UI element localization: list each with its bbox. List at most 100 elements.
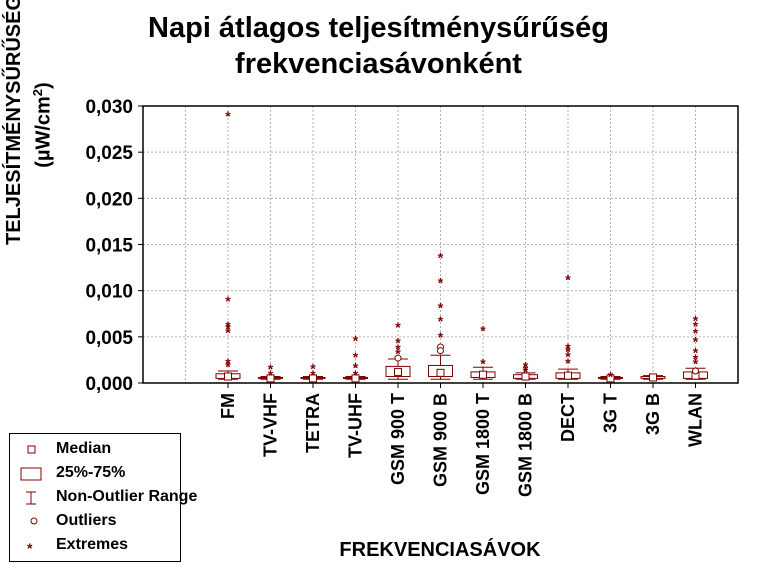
extreme-point: * bbox=[353, 349, 359, 365]
y-axis-label-line2: (µW/cm2) bbox=[26, 5, 56, 245]
extreme-point: * bbox=[693, 312, 699, 328]
y-tick-label: 0,025 bbox=[85, 143, 133, 164]
y-axis-unit-close: ) bbox=[32, 82, 55, 89]
extreme-point: * bbox=[268, 361, 274, 377]
x-tick-label: GSM 1800 T bbox=[473, 393, 493, 495]
extreme-point: * bbox=[565, 355, 571, 371]
median-marker bbox=[606, 374, 615, 383]
box-plot-7: ** bbox=[470, 322, 496, 380]
chart-title-line2: frekvenciasávonként bbox=[235, 48, 522, 80]
extreme-point: * bbox=[438, 274, 444, 290]
extreme-point: * bbox=[438, 250, 444, 266]
extreme-point: * bbox=[608, 369, 614, 385]
y-axis-label-line1: TELJESÍTMÉNYSŰRŰSÉG bbox=[3, 0, 25, 245]
extreme-point: * bbox=[310, 360, 316, 376]
extreme-point: * bbox=[353, 367, 359, 383]
extreme-point: * bbox=[268, 367, 274, 383]
x-tick-label: WLAN bbox=[686, 393, 706, 447]
extreme-point: * bbox=[353, 333, 359, 349]
median-marker bbox=[649, 373, 657, 382]
median-marker bbox=[224, 372, 232, 381]
extreme-point: * bbox=[225, 355, 231, 371]
outlier-point bbox=[394, 354, 402, 362]
box-plot-2: ** bbox=[258, 361, 283, 383]
median-marker bbox=[351, 374, 360, 383]
x-tick-label: GSM 1800 B bbox=[516, 393, 536, 497]
extreme-point: * bbox=[693, 351, 699, 367]
extreme-point: * bbox=[693, 356, 699, 372]
extreme-point: * bbox=[438, 329, 444, 345]
extreme-point: * bbox=[395, 346, 401, 362]
extreme-point: * bbox=[480, 356, 486, 372]
legend-label-box: 25%-75% bbox=[56, 464, 126, 481]
extreme-point: * bbox=[438, 313, 444, 329]
median-marker bbox=[309, 374, 317, 383]
y-tick-label: 0,030 bbox=[85, 97, 133, 118]
legend-label-range: Non-Outlier Range bbox=[56, 488, 198, 505]
extreme-point: * bbox=[565, 344, 571, 360]
x-tick-label: FM bbox=[218, 393, 238, 419]
median-marker bbox=[479, 370, 487, 379]
extreme-point: * bbox=[395, 334, 401, 350]
legend: Median 25%-75% Non-Outlier Range Outlier… bbox=[9, 433, 197, 562]
chart-title: Napi átlagos teljesítménysűrűség frekven… bbox=[0, 10, 757, 82]
median-symbol-icon bbox=[27, 445, 36, 454]
box-plot-5: **** bbox=[385, 319, 411, 380]
outlier-point bbox=[692, 367, 699, 375]
legend-label-extremes: Extremes bbox=[56, 536, 129, 553]
x-axis-ticks: FM TV-VHF TETRA TV-UHF GSM 900 T GSM 900 B GSM… bbox=[218, 383, 706, 497]
extreme-point: * bbox=[565, 340, 571, 356]
y-axis-ticks: 0,000 0,005 0,010 0,015 0,020 0,025 0,030 bbox=[85, 97, 143, 395]
extreme-point: * bbox=[693, 318, 699, 334]
box-plot-10: * bbox=[598, 369, 623, 385]
whisker-symbol-icon bbox=[26, 491, 36, 505]
extreme-point: * bbox=[693, 345, 699, 361]
x-tick-label: TETRA bbox=[303, 393, 323, 453]
legend-label-median: Median bbox=[56, 440, 112, 457]
extreme-point: * bbox=[225, 324, 231, 340]
extreme-point: * bbox=[565, 272, 571, 288]
median-marker bbox=[394, 367, 402, 376]
legend-item-range: Non-Outlier Range bbox=[10, 486, 197, 510]
boxes: ******* ** *************** ** **************… bbox=[215, 108, 708, 385]
x-axis-label: FREKVENCIASÁVOK bbox=[339, 538, 541, 561]
median-marker bbox=[564, 371, 572, 380]
svg-text:*: * bbox=[27, 540, 33, 555]
y-axis-unit: (µW/cm bbox=[32, 96, 55, 168]
extreme-point: * bbox=[353, 359, 359, 375]
median-marker bbox=[521, 372, 530, 381]
chart-title-line1: Napi átlagos teljesítménysűrűség bbox=[148, 12, 609, 44]
extreme-point: * bbox=[310, 367, 316, 383]
extreme-point: * bbox=[225, 108, 231, 124]
median-marker bbox=[266, 374, 275, 383]
extreme-symbol-icon: * bbox=[27, 540, 33, 555]
box-plot-12: ******* bbox=[683, 312, 708, 380]
x-tick-label: DECT bbox=[558, 393, 578, 442]
extreme-point: * bbox=[523, 362, 529, 378]
box-plot-9: ***** bbox=[555, 272, 581, 380]
extreme-point: * bbox=[693, 325, 699, 341]
extreme-point: * bbox=[395, 319, 401, 335]
legend-label-outliers: Outliers bbox=[56, 512, 117, 529]
x-tick-label: GSM 900 B bbox=[431, 393, 451, 487]
y-axis-unit-exponent: 2 bbox=[30, 88, 45, 97]
legend-item-extremes: * Extremes bbox=[10, 534, 180, 558]
outlier-symbol-icon bbox=[30, 517, 38, 525]
extreme-point: * bbox=[225, 358, 231, 374]
extreme-point: * bbox=[225, 321, 231, 337]
x-tick-label: GSM 900 T bbox=[388, 393, 408, 485]
extreme-point: * bbox=[438, 299, 444, 315]
y-tick-label: 0,015 bbox=[85, 236, 133, 257]
extreme-point: * bbox=[523, 364, 529, 380]
y-axis-label: TELJESÍTMÉNYSŰRŰSÉG (µW/cm2) bbox=[2, 0, 56, 245]
y-tick-label: 0,000 bbox=[85, 374, 133, 395]
extreme-point: * bbox=[395, 341, 401, 357]
y-tick-label: 0,010 bbox=[85, 282, 133, 303]
outlier-point bbox=[437, 347, 444, 355]
extreme-point: * bbox=[693, 334, 699, 350]
x-tick-label: TV-UHF bbox=[346, 393, 366, 458]
median-marker bbox=[436, 368, 445, 377]
box-plot-4: **** bbox=[343, 333, 368, 383]
box-plot-11 bbox=[640, 373, 666, 382]
extreme-point: * bbox=[480, 322, 486, 338]
